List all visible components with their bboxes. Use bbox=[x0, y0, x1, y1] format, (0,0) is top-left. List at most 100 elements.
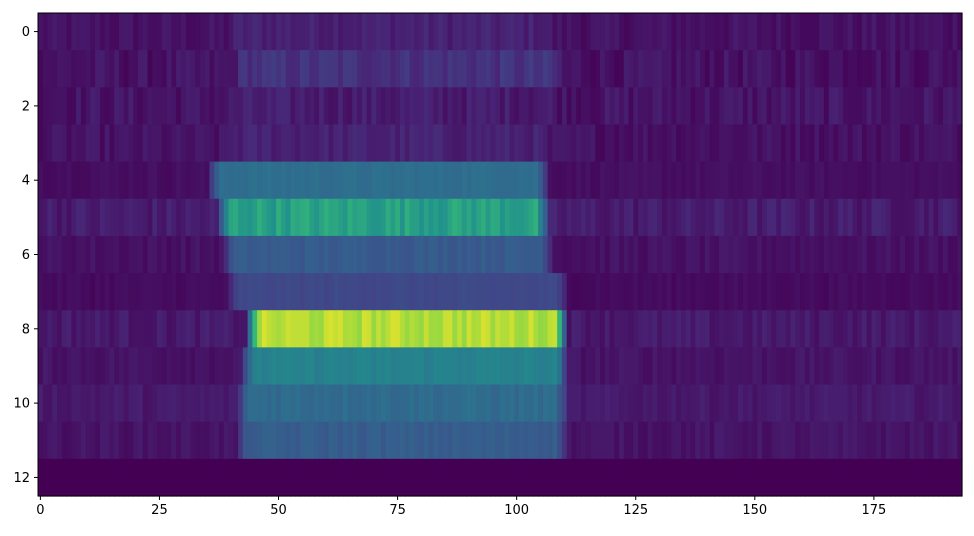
heatmap-cell bbox=[576, 13, 582, 51]
heatmap-cell bbox=[419, 421, 425, 460]
heatmap-cell bbox=[366, 161, 372, 200]
heatmap-cell bbox=[900, 124, 906, 163]
heatmap-cell bbox=[471, 421, 477, 460]
heatmap-cell bbox=[642, 347, 649, 386]
heatmap-cell bbox=[623, 50, 630, 88]
heatmap-cell bbox=[342, 384, 349, 423]
heatmap-cell bbox=[523, 87, 530, 126]
heatmap-cell bbox=[552, 235, 558, 274]
heatmap-cell bbox=[371, 198, 377, 237]
heatmap-cell bbox=[238, 458, 244, 497]
heatmap-cell bbox=[814, 458, 820, 497]
heatmap-cell bbox=[309, 50, 315, 88]
heatmap-cell bbox=[885, 13, 892, 51]
heatmap-cell bbox=[395, 273, 401, 311]
heatmap-cell bbox=[623, 273, 630, 311]
heatmap-cell bbox=[214, 50, 220, 88]
heatmap-cell bbox=[761, 384, 768, 423]
heatmap-cell bbox=[457, 458, 463, 497]
heatmap-cell bbox=[585, 273, 592, 311]
heatmap-cell bbox=[433, 235, 439, 274]
heatmap-cell bbox=[438, 458, 444, 497]
heatmap-cell bbox=[195, 235, 201, 274]
heatmap-cell bbox=[380, 273, 387, 311]
heatmap-cell bbox=[690, 87, 696, 126]
heatmap-cell bbox=[690, 161, 696, 200]
heatmap-cell bbox=[428, 198, 434, 237]
heatmap-cell bbox=[80, 273, 87, 311]
heatmap-cell bbox=[419, 384, 425, 423]
heatmap-cell bbox=[942, 124, 949, 163]
heatmap-cell bbox=[657, 384, 663, 423]
heatmap-cell bbox=[628, 347, 634, 386]
heatmap-cell bbox=[652, 198, 658, 237]
heatmap-cell bbox=[99, 310, 106, 348]
heatmap-cell bbox=[385, 310, 392, 348]
heatmap-cell bbox=[257, 124, 263, 163]
heatmap-cell bbox=[238, 161, 244, 200]
heatmap-cell bbox=[433, 124, 439, 163]
heatmap-cell bbox=[595, 50, 601, 88]
heatmap-cell bbox=[380, 161, 387, 200]
heatmap-cell bbox=[814, 124, 820, 163]
heatmap-cell bbox=[519, 13, 525, 51]
heatmap-cell bbox=[933, 273, 939, 311]
heatmap-cell bbox=[595, 347, 601, 386]
heatmap-cell bbox=[728, 13, 734, 51]
heatmap-cell bbox=[357, 198, 363, 237]
heatmap-cell bbox=[61, 458, 68, 497]
heatmap-cell bbox=[223, 87, 230, 126]
heatmap-cell bbox=[242, 273, 249, 311]
heatmap-cell bbox=[266, 235, 272, 274]
heatmap-cell bbox=[500, 310, 506, 348]
heatmap-cell bbox=[252, 124, 258, 163]
heatmap-cell bbox=[423, 347, 430, 386]
heatmap-cell bbox=[695, 273, 701, 311]
heatmap-cell bbox=[233, 50, 239, 88]
heatmap-cell bbox=[414, 87, 420, 126]
heatmap-cell bbox=[885, 310, 892, 348]
heatmap-cell bbox=[295, 421, 301, 460]
heatmap-cell bbox=[285, 458, 292, 497]
heatmap-cell bbox=[509, 273, 515, 311]
heatmap-cell bbox=[580, 13, 587, 51]
heatmap-cell bbox=[719, 198, 725, 237]
heatmap-cell bbox=[61, 161, 68, 200]
heatmap-cell bbox=[166, 384, 172, 423]
heatmap-cell bbox=[142, 87, 149, 126]
heatmap-cell bbox=[476, 310, 482, 348]
heatmap-cell bbox=[895, 347, 901, 386]
heatmap-cell bbox=[928, 421, 935, 460]
heatmap-cell bbox=[704, 161, 711, 200]
heatmap-cell bbox=[476, 347, 482, 386]
heatmap-cell bbox=[328, 310, 334, 348]
heatmap-cell bbox=[919, 310, 925, 348]
heatmap-cell bbox=[76, 235, 82, 274]
heatmap-cell bbox=[476, 87, 482, 126]
heatmap-cell bbox=[733, 347, 739, 386]
heatmap-cell bbox=[914, 310, 920, 348]
heatmap-cell bbox=[828, 87, 834, 126]
heatmap-cell bbox=[376, 310, 382, 348]
heatmap-cell bbox=[833, 421, 839, 460]
heatmap-cell bbox=[695, 161, 701, 200]
heatmap-cell bbox=[552, 13, 558, 51]
heatmap-cell bbox=[661, 421, 668, 460]
heatmap-cell bbox=[138, 13, 144, 51]
heatmap-cell bbox=[42, 161, 49, 200]
heatmap-cell bbox=[466, 13, 473, 51]
heatmap-cell bbox=[419, 347, 425, 386]
heatmap-cell bbox=[247, 384, 253, 423]
heatmap-cell bbox=[833, 384, 839, 423]
heatmap-cell bbox=[204, 161, 211, 200]
heatmap-cell bbox=[547, 87, 553, 126]
heatmap-cell bbox=[761, 347, 768, 386]
heatmap-cell bbox=[223, 458, 230, 497]
heatmap-cell bbox=[528, 458, 534, 497]
heatmap-cell bbox=[580, 124, 587, 163]
heatmap-cell bbox=[614, 235, 620, 274]
heatmap-cell bbox=[633, 235, 639, 274]
heatmap-cell bbox=[695, 310, 701, 348]
heatmap-cell bbox=[828, 384, 834, 423]
heatmap-cell bbox=[576, 124, 582, 163]
